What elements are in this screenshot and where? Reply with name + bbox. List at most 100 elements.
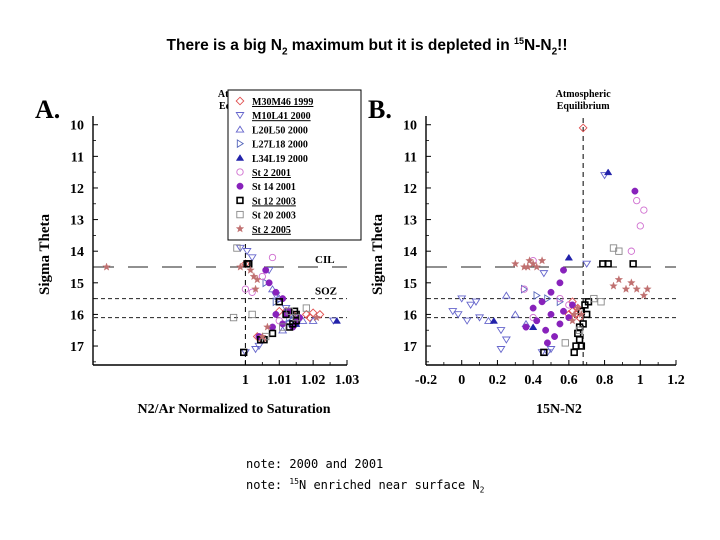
y-tick-label: 12 [403, 182, 417, 197]
data-point [248, 288, 256, 296]
legend-label: M30M46 1999 [252, 97, 313, 108]
data-point [332, 317, 341, 324]
data-point [258, 332, 267, 341]
legend-marker [236, 139, 245, 149]
data-point [627, 278, 636, 287]
data-point [578, 123, 588, 133]
x-tick-label: 0.8 [596, 373, 614, 388]
data-point [538, 298, 546, 306]
data-point [312, 313, 321, 322]
data-point [537, 256, 547, 265]
y-axis-label: Sigma Theta [37, 214, 53, 295]
x-tick-label: 1.03 [335, 373, 360, 388]
data-point [483, 316, 494, 324]
legend: M30M46 1999 M10L41 2000 L20L50 2000 L27L18 … [227, 89, 362, 241]
data-point [577, 309, 586, 319]
data-point [575, 336, 584, 344]
data-point [570, 309, 579, 319]
legend-label: St 2 2005 [252, 225, 291, 236]
legend-marker [236, 196, 244, 205]
legend-label: St 2 2001 [252, 168, 291, 179]
note-line-1: note: 2000 and 2001 [246, 457, 384, 471]
data-point [251, 346, 261, 354]
x-axis-label: 15N-N2 [536, 402, 582, 417]
data-point [308, 316, 318, 324]
data-point [453, 311, 463, 319]
data-point [229, 313, 238, 322]
data-point [249, 272, 259, 281]
data-point [241, 285, 250, 293]
data-point [533, 290, 541, 300]
data-point [268, 329, 277, 338]
notes: note: 2000 and 2001 note: 15N enriched n… [246, 455, 484, 499]
data-point [292, 313, 300, 322]
data-point [233, 244, 241, 252]
data-point [247, 254, 257, 262]
hline-label-cil: CIL [315, 254, 335, 266]
data-point [573, 303, 582, 312]
data-point [556, 297, 564, 307]
data-point [547, 288, 555, 296]
data-point [248, 310, 256, 319]
data-point [560, 266, 567, 274]
data-point [240, 259, 250, 269]
data-point [245, 260, 253, 268]
data-point [520, 285, 528, 293]
data-point [272, 288, 280, 296]
data-point [496, 346, 506, 354]
data-point [631, 187, 639, 195]
data-point [475, 314, 485, 322]
data-point [262, 266, 270, 274]
x-tick-label: 1.01 [267, 373, 292, 388]
data-point [511, 259, 520, 268]
note-line-2: note: 15N enriched near surface N2 [246, 477, 485, 495]
data-point [636, 222, 644, 230]
legend-marker [236, 168, 244, 176]
data-point [242, 248, 252, 256]
data-point [564, 253, 574, 261]
x-tick-label: 1 [637, 373, 644, 388]
data-point [315, 309, 325, 319]
data-point [462, 317, 472, 325]
data-point [501, 336, 511, 344]
legend-label: St 14 2001 [252, 182, 296, 193]
data-point [633, 196, 641, 205]
data-point [268, 253, 277, 262]
legend-marker [235, 224, 245, 233]
legend-label: L27L18 2000 [252, 140, 308, 151]
y-tick-label: 11 [71, 150, 84, 165]
y-tick-label: 15 [70, 277, 84, 292]
y-tick-label: 17 [403, 340, 417, 355]
data-point [510, 310, 520, 318]
data-point [547, 310, 555, 318]
data-point [285, 323, 294, 331]
data-point [279, 323, 287, 331]
data-point [546, 346, 556, 354]
y-tick-label: 14 [70, 245, 84, 260]
hline-label-soz: SOZ [315, 286, 337, 298]
data-point [540, 348, 548, 357]
legend-marker [235, 112, 245, 120]
data-point [102, 262, 111, 271]
legend-marker [235, 96, 245, 106]
data-point [544, 294, 552, 304]
data-point [521, 284, 529, 294]
legend-marker [236, 210, 244, 219]
data-point [471, 298, 481, 306]
data-point [265, 279, 273, 287]
legend-box [227, 89, 362, 241]
y-axis-label: Sigma Theta [370, 214, 386, 295]
data-point [597, 298, 605, 306]
legend-label: M10L41 2000 [252, 111, 311, 122]
data-point [614, 275, 624, 284]
data-point [643, 284, 652, 293]
legend-marker [236, 182, 244, 190]
data-point [556, 294, 564, 303]
data-point [258, 272, 266, 281]
data-point [568, 316, 577, 325]
legend-marker [235, 154, 245, 161]
y-tick-label: 10 [70, 119, 84, 134]
data-point [590, 294, 598, 303]
data-point [263, 322, 272, 331]
